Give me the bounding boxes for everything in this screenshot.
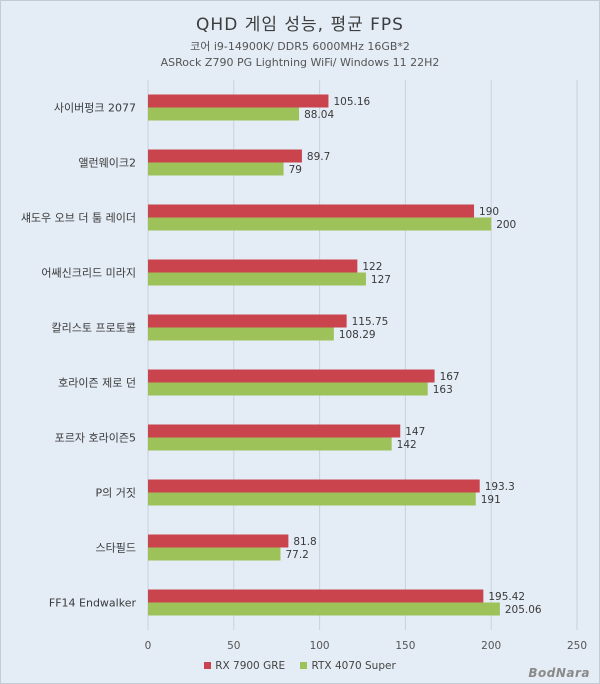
category-label-5: 호라이즌 제로 던 [58, 377, 136, 390]
watermark-logo: BodNara [528, 666, 590, 680]
x-tick-label-5: 250 [567, 640, 587, 652]
bar-series-1-0 [148, 94, 329, 108]
value-label-series-1-6: 147 [405, 426, 425, 438]
x-tick-label-0: 0 [145, 640, 152, 652]
bar-series-2-8 [148, 547, 281, 561]
value-label-series-1-9: 195.42 [488, 591, 525, 603]
value-label-series-1-1: 89.7 [307, 151, 330, 163]
value-label-series-2-1: 79 [289, 164, 302, 176]
value-label-series-2-8: 77.2 [285, 549, 308, 561]
value-label-series-1-8: 81.8 [293, 536, 316, 548]
chart-title: QHD 게임 성능, 평균 FPS [196, 15, 404, 35]
chart-subtitle-line-2: ASRock Z790 PG Lightning WiFi/ Windows 1… [160, 56, 440, 69]
value-label-series-2-4: 108.29 [339, 329, 376, 341]
bar-series-2-0 [148, 107, 300, 121]
x-tick-label-3: 150 [395, 640, 415, 652]
value-label-series-1-7: 193.3 [485, 481, 515, 493]
bar-series-1-9 [148, 589, 484, 603]
legend-item-series-2: RTX 4070 Super [300, 660, 396, 672]
value-label-series-2-2: 200 [496, 219, 516, 231]
category-label-6: 포르자 호라이즌5 [55, 432, 136, 445]
category-label-7: P의 거짓 [96, 487, 137, 500]
value-label-series-2-6: 142 [397, 439, 417, 451]
bar-series-1-3 [148, 259, 358, 273]
category-label-4: 칼리스토 프로토콜 [52, 322, 136, 335]
chart-subtitle-line-1: 코어 i9-14900K/ DDR5 6000MHz 16GB*2 [190, 40, 410, 53]
bar-series-1-1 [148, 149, 302, 163]
category-label-0: 사이버펑크 2077 [54, 102, 136, 115]
legend-label-series-1: RX 7900 GRE [215, 660, 286, 672]
category-label-8: 스타필드 [96, 542, 136, 555]
value-label-series-2-7: 191 [481, 494, 501, 506]
bar-series-2-3 [148, 272, 366, 286]
x-tick-label-4: 200 [481, 640, 501, 652]
bar-series-1-7 [148, 479, 480, 493]
legend-swatch-series-2 [300, 661, 308, 669]
bar-series-1-8 [148, 534, 289, 548]
value-label-series-2-3: 127 [371, 274, 391, 286]
bar-series-1-5 [148, 369, 435, 383]
category-label-1: 앨런웨이크2 [78, 157, 136, 170]
bar-series-2-1 [148, 162, 284, 176]
legend-swatch-series-1 [204, 661, 212, 669]
category-label-9: FF14 Endwalker [49, 597, 137, 610]
x-tick-label-1: 50 [227, 640, 240, 652]
value-label-series-1-5: 167 [440, 371, 460, 383]
bar-series-2-6 [148, 437, 392, 451]
bar-series-2-7 [148, 492, 476, 506]
bar-series-1-4 [148, 314, 347, 328]
legend-item-series-1: RX 7900 GRE [204, 660, 285, 672]
bar-series-1-2 [148, 204, 475, 218]
value-label-series-1-4: 115.75 [352, 316, 389, 328]
legend-label-series-2: RTX 4070 Super [311, 660, 396, 672]
bar-series-2-5 [148, 382, 428, 396]
bar-series-2-4 [148, 327, 334, 341]
value-label-series-2-9: 205.06 [505, 604, 542, 616]
category-label-2: 섀도우 오브 더 툼 레이더 [21, 212, 136, 225]
value-label-series-2-5: 163 [433, 384, 453, 396]
bar-series-2-9 [148, 602, 500, 616]
value-label-series-1-2: 190 [479, 206, 499, 218]
x-tick-label-2: 100 [310, 640, 330, 652]
value-label-series-2-0: 88.04 [304, 109, 334, 121]
bar-series-1-6 [148, 424, 401, 438]
category-label-3: 어쌔신크리드 미라지 [41, 267, 136, 280]
value-label-series-1-0: 105.16 [333, 96, 370, 108]
chart-legend: RX 7900 GRE RTX 4070 Super [0, 660, 600, 672]
bar-series-2-2 [148, 217, 492, 231]
value-label-series-1-3: 122 [362, 261, 382, 273]
